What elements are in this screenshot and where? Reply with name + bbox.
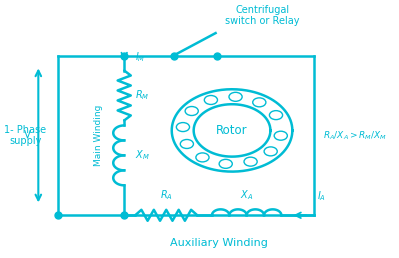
Text: $I_A$: $I_A$ — [317, 189, 326, 203]
Text: V: V — [24, 130, 31, 140]
Text: Centrifugal
switch or Relay: Centrifugal switch or Relay — [225, 5, 299, 26]
Text: Main Winding: Main Winding — [94, 105, 103, 166]
Text: $R_A/X_A>R_M/X_M$: $R_A/X_A>R_M/X_M$ — [324, 129, 387, 142]
Text: $I_M$: $I_M$ — [135, 50, 146, 64]
Text: Auxiliary Winding: Auxiliary Winding — [170, 238, 268, 248]
Text: $R_M$: $R_M$ — [135, 88, 150, 102]
Text: $X_A$: $X_A$ — [240, 188, 253, 201]
Text: Rotor: Rotor — [216, 124, 248, 137]
Text: 1- Phase
supply: 1- Phase supply — [4, 125, 47, 146]
Text: $R_A$: $R_A$ — [160, 188, 173, 201]
Text: $X_M$: $X_M$ — [135, 149, 150, 162]
